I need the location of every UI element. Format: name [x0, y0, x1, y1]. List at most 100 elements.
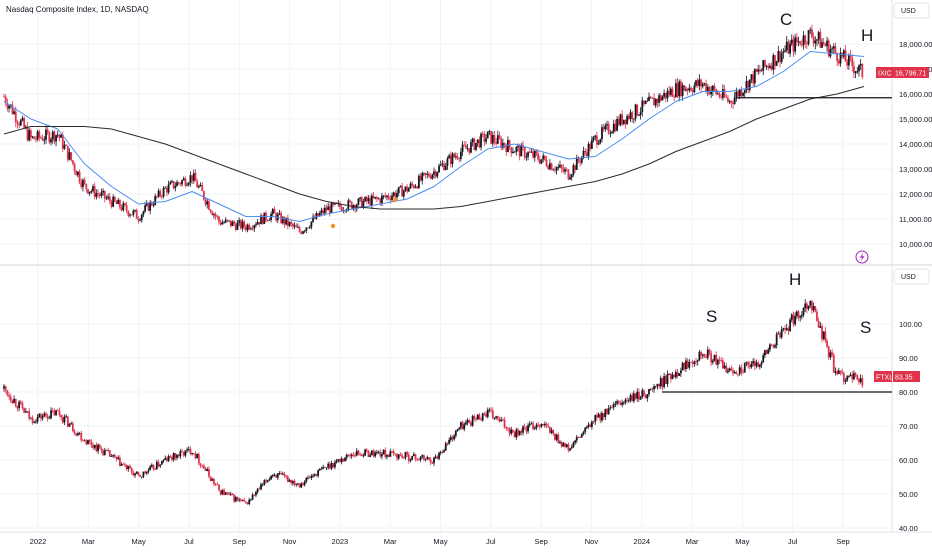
candle-body: [352, 454, 355, 456]
candle-body: [750, 74, 753, 80]
candle-body: [767, 349, 770, 354]
candle-body: [817, 320, 820, 328]
candle-body: [229, 220, 232, 227]
candle-body: [784, 328, 786, 330]
candle-body: [780, 53, 783, 62]
candle-body: [392, 192, 395, 196]
event-marker[interactable]: [392, 197, 398, 203]
y-tick-label: 14,000.00: [899, 140, 932, 149]
candle-body: [357, 198, 360, 206]
candle-body: [727, 97, 729, 102]
candle-body: [493, 135, 496, 142]
candle-body: [428, 173, 430, 177]
annotation-bottom-left: S: [706, 307, 717, 326]
candle-body: [800, 44, 803, 46]
candle-body: [11, 400, 14, 403]
candle-body: [340, 206, 343, 211]
candle-body: [273, 474, 276, 476]
candle-body: [807, 305, 810, 309]
candle-body: [594, 135, 597, 138]
candle-body: [449, 436, 452, 440]
candle-body: [616, 401, 618, 404]
candle-body: [201, 465, 204, 467]
candle-body: [325, 207, 328, 211]
currency-button-bottom[interactable]: USD: [893, 268, 930, 285]
candle-body: [701, 84, 704, 87]
candle-body: [543, 155, 546, 160]
candle-body: [716, 93, 719, 95]
ixic-slow-moving-average[interactable]: [3, 86, 865, 210]
time-axis[interactable]: 2022 Mar May Jul Sep Nov 2023 Mar May Jul Sep Nov 20…: [30, 537, 850, 546]
candle-body: [705, 357, 708, 359]
candle-body: [268, 479, 271, 481]
ixic-value-tag: 16,796.71: [893, 67, 929, 78]
ixic-fast-moving-average[interactable]: [3, 51, 865, 222]
candle-body: [181, 180, 183, 185]
candle-body: [774, 55, 776, 66]
ftxl-candles[interactable]: [3, 299, 864, 506]
candle-body: [582, 431, 585, 434]
candle-body: [495, 141, 498, 144]
candle-body: [858, 379, 860, 383]
candle-body: [690, 87, 692, 91]
bottom-price-axis[interactable]: 40.00 50.00 60.00 70.00 80.00 90.00 100.00: [899, 320, 922, 533]
candle-body: [826, 340, 828, 347]
candle-body: [229, 493, 232, 495]
candle-body: [349, 200, 351, 202]
candle-body: [297, 227, 299, 229]
currency-button-top[interactable]: USD: [893, 2, 930, 19]
x-tick-label: May: [132, 537, 146, 546]
candle-body: [41, 137, 44, 141]
candle-body: [832, 46, 835, 49]
bottom-pane-series[interactable]: [3, 299, 892, 506]
candle-body: [481, 133, 484, 135]
candle-body: [567, 444, 570, 451]
ixic-candles[interactable]: [3, 24, 864, 235]
candle-body: [769, 344, 771, 350]
candle-body: [97, 444, 99, 452]
candle-body: [219, 221, 222, 225]
candle-body: [135, 209, 138, 219]
candle-body: [4, 386, 7, 391]
candle-body: [93, 186, 96, 197]
candle-body: [231, 221, 234, 227]
candle-body: [58, 410, 61, 416]
candle-body: [130, 214, 133, 216]
candle-body: [202, 465, 205, 469]
candle-body: [305, 477, 308, 482]
candle-body: [673, 96, 676, 98]
ftxl-price-tag: FTXL: [874, 371, 893, 382]
candle-body: [362, 201, 365, 208]
candle-body: [718, 93, 721, 97]
candle-body: [93, 445, 96, 448]
candle-body: [261, 484, 264, 486]
candle-body: [543, 423, 546, 426]
candle-body: [821, 42, 823, 48]
top-pane-series[interactable]: [3, 24, 892, 235]
candle-body: [668, 373, 671, 375]
candle-body: [646, 394, 649, 399]
candle-body: [649, 96, 652, 98]
candle-body: [386, 454, 388, 457]
candle-body: [750, 363, 753, 368]
candle-body: [680, 81, 682, 97]
candle-body: [685, 89, 687, 91]
candle-body: [700, 352, 702, 356]
candle-body: [3, 386, 5, 389]
candle-body: [196, 454, 199, 459]
candle-body: [145, 203, 148, 206]
candle-body: [648, 96, 650, 101]
candle-body: [700, 79, 702, 87]
candle-body: [683, 362, 686, 370]
candle-body: [548, 426, 551, 433]
event-marker[interactable]: [330, 223, 336, 229]
candle-body: [364, 449, 367, 456]
candle-body: [66, 145, 69, 160]
candle-body: [31, 417, 34, 423]
candle-body: [782, 51, 785, 54]
candle-body: [753, 360, 756, 367]
flash-icon[interactable]: [855, 250, 869, 264]
candle-body: [532, 151, 535, 158]
candle-body: [431, 174, 434, 179]
